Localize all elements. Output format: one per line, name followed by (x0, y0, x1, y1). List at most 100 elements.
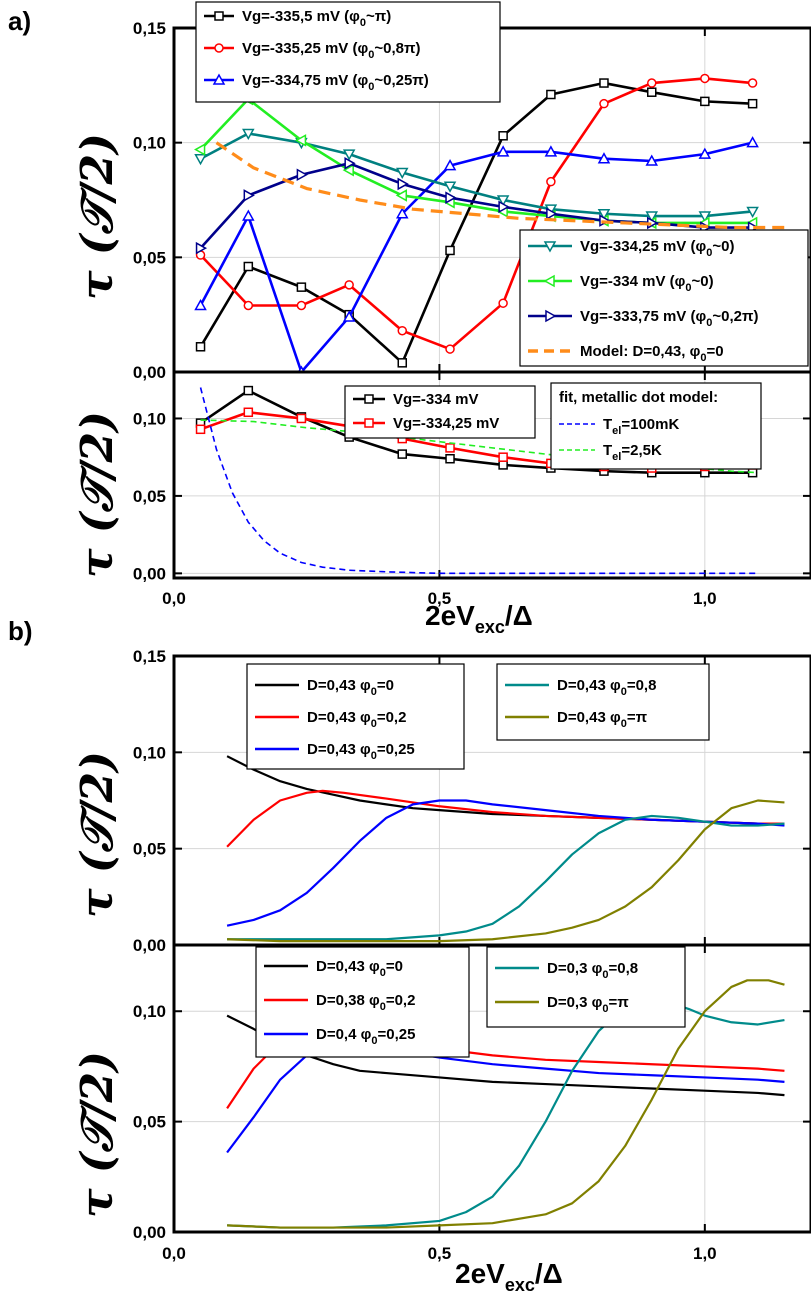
a_bottom-series-0-point-4 (397, 449, 408, 459)
a_top-series-0-point-4 (397, 358, 408, 368)
legend-b-bottom-left-entry-2-label-tail: =0,25 (377, 1026, 415, 1043)
legend-a-bottom-right-entry-0-label: Tel=100mK (603, 416, 679, 437)
legend-a-top-left-entry-0-marker (214, 11, 224, 21)
legend-a-bottom-title: fit, metallic dot model: (559, 389, 718, 406)
b_bottom-series-4-line (227, 979, 785, 1229)
legend-b-bottom-left-entry-0-label-main: D=0,43 φ (316, 958, 380, 975)
a_top-series-0-point-7 (546, 89, 556, 100)
a_top-series-3-point-3 (342, 149, 356, 161)
b_bottom-ytick-label-1: 0,05 (133, 1113, 166, 1132)
a_top-series-1-point-5 (445, 344, 455, 354)
a_top-series-1-point-7 (546, 176, 556, 187)
a_top-series-5-point-7 (546, 207, 558, 221)
a_bottom-ytick-label-2: 0,10 (133, 409, 166, 428)
a_top-series-5-point-4 (397, 177, 409, 191)
a_top-series-1-point-3 (344, 280, 354, 290)
a_top-series-1-point-1 (243, 300, 254, 311)
legend-a-top-left-entry-2-marker (212, 73, 226, 85)
a_bottom-series-0-line (199, 389, 753, 474)
a_top-series-0-point-1 (243, 261, 254, 272)
legend-a-bottom-left-entry-0-label: Vg=-334 mV (393, 391, 478, 408)
b_top-ytick-label-0: 0,00 (133, 936, 166, 955)
b_bottom-ytick-label-2: 0,10 (133, 1002, 166, 1021)
legend-a-top-right-entry-0-label-sub: 0 (706, 247, 712, 259)
b_top-plot (226, 755, 785, 943)
a_bottom-series-1-point-6 (498, 452, 508, 462)
a_top-ytick-label-0: 0,00 (133, 363, 166, 382)
a_top-series-1-point-11 (747, 78, 758, 88)
legend-a-bottom-left-entry-0-label-main: Vg=-334 mV (393, 391, 478, 408)
a_top-series-5-point-1 (243, 189, 255, 202)
legend-b-top-left-entry-1-label-main: D=0,43 φ (307, 709, 371, 726)
a_top-series-2-point-10 (698, 147, 712, 159)
b_bottom-ytick-label-0: 0,00 (133, 1223, 166, 1242)
legend-a-top-right-entry-3-label-tail: =0 (706, 343, 723, 360)
legend-b-bottom-right-entry-1-label: D=0,3 φ0=π (547, 994, 629, 1015)
a_bottom-xtick-label-1: 0,5 (428, 589, 452, 608)
legend-a-top-right-entry-0-label-tail: ~0) (712, 238, 734, 255)
a_top-series-2-point-0 (194, 298, 207, 311)
a_top-series-0-point-10 (700, 96, 710, 107)
legend-a-top-left-entry-1-label-tail: ~0,8π) (374, 40, 420, 57)
legend-a-top-left (195, 1, 501, 103)
legend-b-top-left-entry-0-label-main: D=0,43 φ (307, 677, 371, 694)
a_top-series-3-point-0 (194, 153, 207, 166)
legend-b-top-right (496, 663, 710, 741)
b_bottom-xtick-label-0: 0,0 (162, 1244, 186, 1263)
panel-label-b: b) (8, 616, 33, 646)
b_top-series-4-line (227, 799, 785, 943)
legend-a-bottom-left-entry-1-marker (364, 418, 374, 428)
legend-b-bottom-right-entry-1-label-main: D=0,3 φ (547, 994, 603, 1011)
a_top-series-2-point-6 (496, 145, 510, 157)
legend-b-top-left-entry-2-label-tail: =0,25 (377, 741, 415, 758)
a_top-series-1-point-10 (700, 73, 710, 84)
a_top-series-1-point-2 (296, 300, 307, 311)
a_top-series-6-line (215, 141, 785, 230)
a_top-series-2-point-11 (746, 136, 759, 148)
legend-a-top-left-entry-2-label-main: Vg=-334,75 mV (φ (242, 72, 368, 89)
a_bottom-series-2-line (199, 387, 758, 575)
a_top-series-0-point-9 (647, 87, 657, 97)
legend-a-top-right-entry-3-label: Model: D=0,43, φ0=0 (580, 343, 724, 364)
legend-b-top-left-entry-2-label: D=0,43 φ0=0,25 (307, 741, 415, 762)
legend-b-top-right-entry-1-label: D=0,43 φ0=π (557, 709, 648, 730)
a_top-series-1-point-9 (647, 78, 657, 88)
legend-a-top-left-entry-1-label: Vg=-335,25 mV (φ0~0,8π) (242, 40, 420, 61)
b_bottom-xtick-label-1: 0,5 (428, 1244, 452, 1263)
legend-a-top-right-entry-2-label-sub: 0 (706, 317, 712, 329)
legend-a-bottom-right-entry-0-label-tail: =100mK (621, 416, 679, 433)
a_top-series-2-point-4 (395, 207, 409, 219)
a_top-series-2-point-1 (242, 209, 255, 221)
legend-a-top-right-entry-2-label-main: Vg=-333,75 mV (φ (580, 308, 706, 325)
a_top-series-1-line (199, 77, 753, 351)
a_top-series-5-point-2 (296, 168, 308, 182)
legend-a-bottom-left-entry-1-label: Vg=-334,25 mV (393, 415, 499, 432)
legend-b-bottom-left-entry-2-label: D=0,4 φ0=0,25 (316, 1026, 415, 1047)
legend-b-top-left-entry-1-label: D=0,43 φ0=0,2 (307, 709, 406, 730)
legend-a-top-left-entry-1-label-sub: 0 (368, 49, 374, 61)
legend-a-top-left-entry-0-label: Vg=-335,5 mV (φ0~π) (242, 8, 391, 29)
a_bottom-series-1-point-1 (243, 407, 254, 418)
xlabel-b-tail: /Δ (535, 1258, 563, 1289)
b_top-ytick-label-1: 0,05 (133, 840, 166, 859)
chart-b-top: 0,000,050,100,15D=0,43 φ0=0D=0,43 φ0=0,2… (133, 647, 811, 955)
a_top-plot (193, 73, 785, 372)
legend-b-bottom-left-entry-2-label-main: D=0,4 φ (316, 1026, 372, 1043)
a_top-series-2-line (199, 141, 753, 372)
a_top-series-3-point-11 (746, 206, 759, 219)
a_top-series-0-point-2 (296, 282, 307, 292)
legend-b-bottom-left-entry-1-label: D=0,38 φ0=0,2 (316, 992, 415, 1013)
a_bottom-xtick-label-2: 1,0 (693, 589, 717, 608)
a_top-series-0-point-6 (498, 131, 508, 141)
a_top-series-4-line (199, 97, 753, 225)
legend-a-top-right-entry-1-label-sub: 0 (685, 282, 691, 294)
legend-b-bottom-right-entry-0-label: D=0,3 φ0=0,8 (547, 960, 638, 981)
legend-b-bottom-right-entry-1-label-tail: =π (608, 994, 629, 1011)
chart-b-bottom: 0,000,050,100,0 0,5 1,0D=0,43 φ0=0D=0,38 φ… (133, 943, 811, 1263)
a_bottom-ytick-label-1: 0,05 (133, 487, 166, 506)
legend-a-bottom-left-entry-0-marker (364, 394, 374, 404)
legend-b-top-right-entry-1-label-sub: 0 (621, 718, 627, 730)
b_top-series-3-line (227, 814, 785, 941)
legend-b-bottom-left-entry-0-label-sub: 0 (380, 967, 386, 979)
legend-b-bottom-right-entry-0-label-sub: 0 (602, 969, 608, 981)
